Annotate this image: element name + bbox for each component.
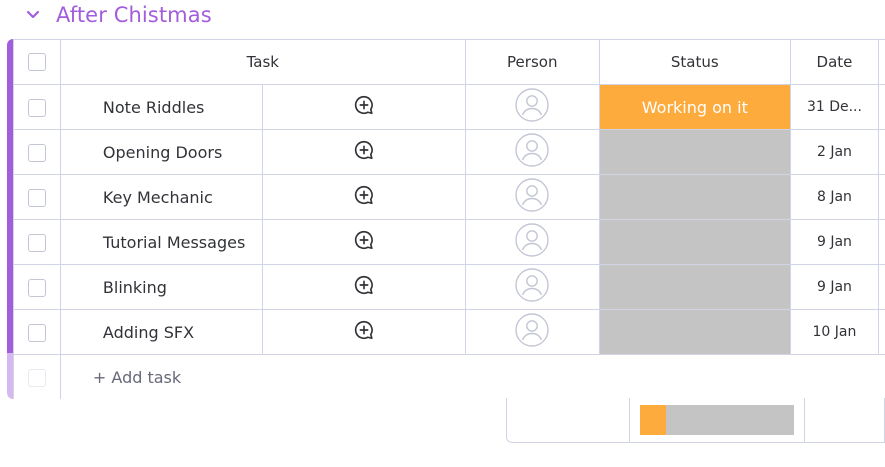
add-task-row[interactable]: + Add task (13, 354, 885, 399)
row-checkbox[interactable] (27, 323, 46, 342)
status-bar-segment[interactable] (640, 405, 666, 435)
column-header-person[interactable]: Person (464, 39, 600, 85)
task-name-cell[interactable]: Opening Doors (59, 129, 264, 175)
task-name-cell[interactable]: Blinking (59, 264, 264, 310)
column-header-date[interactable]: Date (789, 39, 880, 85)
add-update-icon[interactable] (353, 320, 375, 345)
person-cell[interactable] (464, 174, 600, 220)
row-checkbox-cell (13, 219, 61, 265)
row-checkbox-cell (13, 129, 61, 175)
date-cell[interactable]: 9 Jan (789, 264, 880, 310)
extra-cell (878, 219, 885, 265)
updates-cell[interactable] (262, 219, 466, 265)
select-all-checkbox[interactable] (27, 53, 46, 72)
summary-divider (804, 398, 805, 442)
group-color-bar (7, 39, 13, 353)
column-header-more (878, 39, 885, 85)
add-update-icon[interactable] (353, 230, 375, 255)
person-cell[interactable] (464, 219, 600, 265)
date-cell[interactable]: 2 Jan (789, 129, 880, 175)
row-checkbox-cell (13, 309, 61, 355)
add-task-checkbox-cell (13, 354, 61, 399)
group-title[interactable]: After Chistmas (56, 3, 212, 27)
person-avatar-icon[interactable] (515, 178, 549, 216)
table-row[interactable]: Blinking 9 Jan (13, 264, 885, 310)
task-name-cell[interactable]: Tutorial Messages (59, 219, 264, 265)
summary-divider (629, 398, 630, 442)
row-checkbox-cell (13, 174, 61, 220)
row-checkbox-cell (13, 264, 61, 310)
task-name-cell[interactable]: Key Mechanic (59, 174, 264, 220)
extra-cell (878, 264, 885, 310)
updates-cell[interactable] (262, 174, 466, 220)
updates-cell[interactable] (262, 84, 466, 130)
person-cell[interactable] (464, 309, 600, 355)
status-cell[interactable] (598, 174, 791, 220)
person-cell[interactable] (464, 84, 600, 130)
task-name[interactable]: Blinking (102, 277, 167, 297)
task-name-cell[interactable]: Adding SFX (59, 309, 264, 355)
date-cell[interactable]: 8 Jan (789, 174, 880, 220)
date-cell[interactable]: 10 Jan (789, 309, 880, 355)
person-avatar-icon[interactable] (515, 268, 549, 306)
table-row[interactable]: Key Mechanic 8 Jan (13, 174, 885, 220)
table-row[interactable]: Adding SFX 10 Jan (13, 309, 885, 355)
task-name[interactable]: Adding SFX (102, 322, 195, 342)
add-task-checkbox (27, 368, 46, 387)
status-cell[interactable]: Working on it (598, 84, 791, 130)
row-checkbox[interactable] (27, 143, 46, 162)
status-summary (506, 398, 885, 443)
date-cell[interactable]: 9 Jan (789, 219, 880, 265)
status-cell[interactable] (598, 309, 791, 355)
task-name[interactable]: Note Riddles (102, 97, 205, 117)
group-color-bar-footer (7, 353, 13, 399)
add-update-icon[interactable] (353, 140, 375, 165)
task-name[interactable]: Key Mechanic (102, 187, 213, 207)
chevron-down-icon[interactable] (22, 4, 44, 26)
table-row[interactable]: Note Riddles Working on it 31 De... (13, 84, 885, 130)
extra-cell (878, 309, 885, 355)
add-update-icon[interactable] (353, 275, 375, 300)
person-avatar-icon[interactable] (515, 133, 549, 171)
status-cell[interactable] (598, 129, 791, 175)
row-checkbox[interactable] (27, 98, 46, 117)
add-task-cell[interactable]: + Add task (59, 354, 885, 399)
add-task-input[interactable]: + Add task (92, 367, 182, 387)
table-row[interactable]: Opening Doors 2 Jan (13, 129, 885, 175)
updates-cell[interactable] (262, 129, 466, 175)
updates-cell[interactable] (262, 309, 466, 355)
task-name-cell[interactable]: Note Riddles (59, 84, 264, 130)
add-update-icon[interactable] (353, 185, 375, 210)
person-cell[interactable] (464, 129, 600, 175)
header-row: Task Person Status Date (13, 39, 885, 85)
status-cell[interactable] (598, 219, 791, 265)
task-table: Task Person Status Date Note Riddles Work… (13, 39, 885, 399)
row-checkbox-cell (13, 84, 61, 130)
date-cell[interactable]: 31 De... (789, 84, 880, 130)
row-checkbox[interactable] (27, 278, 46, 297)
extra-cell (878, 174, 885, 220)
extra-cell (878, 84, 885, 130)
select-all-cell (13, 39, 61, 85)
row-checkbox[interactable] (27, 188, 46, 207)
person-avatar-icon[interactable] (515, 313, 549, 351)
add-update-icon[interactable] (353, 95, 375, 120)
status-distribution-bar[interactable] (640, 405, 794, 435)
column-header-status[interactable]: Status (598, 39, 791, 85)
column-header-task[interactable]: Task (59, 39, 466, 85)
extra-cell (878, 129, 885, 175)
status-cell[interactable] (598, 264, 791, 310)
updates-cell[interactable] (262, 264, 466, 310)
row-checkbox[interactable] (27, 233, 46, 252)
task-name[interactable]: Opening Doors (102, 142, 223, 162)
person-avatar-icon[interactable] (515, 88, 549, 126)
person-avatar-icon[interactable] (515, 223, 549, 261)
group-board: Task Person Status Date Note Riddles Work… (7, 39, 885, 399)
group-header: After Chistmas (22, 0, 212, 30)
task-name[interactable]: Tutorial Messages (102, 232, 246, 252)
table-row[interactable]: Tutorial Messages 9 Jan (13, 219, 885, 265)
status-bar-segment[interactable] (665, 405, 794, 435)
person-cell[interactable] (464, 264, 600, 310)
